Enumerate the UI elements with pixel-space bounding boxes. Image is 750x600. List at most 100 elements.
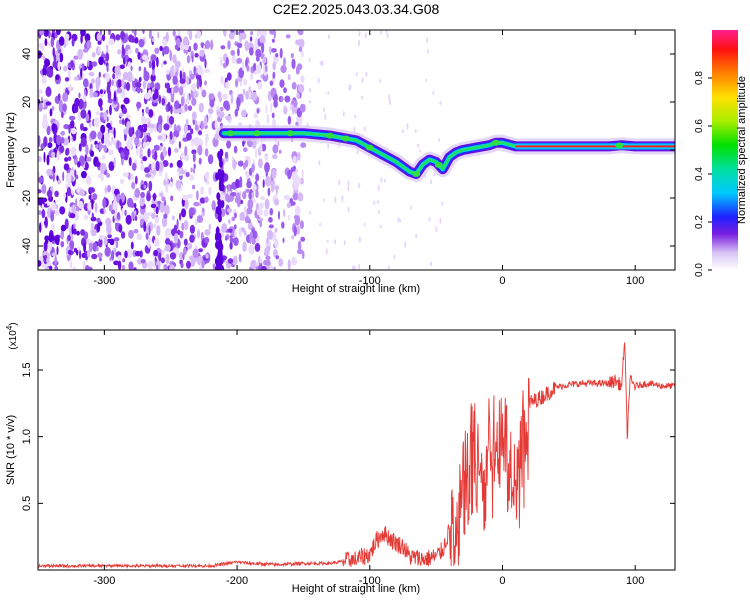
noise-speckle [242,88,246,96]
noise-speckle [236,42,243,48]
noise-speckle [205,135,209,143]
noise-speckle [228,228,233,233]
noise-speckle [119,198,122,206]
noise-speckle [159,192,164,197]
snr-x-tick-label: -100 [359,575,381,587]
noise-speckle [63,137,69,145]
noise-speckle [274,227,278,233]
noise-speckle [291,258,298,266]
noise-speckle [358,39,360,47]
noise-speckle [177,229,181,235]
noise-speckle [269,208,274,216]
noise-speckle [243,230,247,237]
noise-speckle [191,55,194,63]
noise-speckle [138,76,142,83]
noise-speckle [154,218,159,224]
noise-speckle [91,212,94,220]
noise-speckle [136,147,139,157]
noise-speckle [274,238,279,249]
noise-speckle [236,57,243,64]
noise-speckle [106,173,111,178]
noise-speckle [300,177,304,185]
noise-speckle [79,250,82,260]
noise-speckle [161,132,167,142]
noise-speckle [298,83,305,94]
noise-speckle [61,111,64,119]
noise-speckle [109,104,112,116]
noise-speckle [98,234,105,240]
noise-speckle [299,220,304,230]
noise-speckle [100,30,102,36]
noise-speckle [122,172,129,178]
noise-speckle [142,156,148,162]
noise-speckle [308,100,311,104]
noise-speckle [103,207,106,214]
noise-speckle [358,236,361,243]
noise-speckle [47,68,54,78]
noise-speckle [190,167,193,173]
noise-speckle [100,124,106,134]
noise-speckle [290,52,294,59]
noise-speckle [297,192,304,202]
noise-speckle [274,185,280,191]
noise-speckle [245,188,250,193]
noise-speckle [41,263,47,269]
noise-speckle [253,112,258,119]
noise-speckle [143,135,147,143]
noise-speckle [38,102,43,112]
noise-speckle [100,165,105,174]
noise-speckle [264,64,268,74]
noise-speckle [401,129,404,134]
snr-y-tick-label: 1.5 [21,362,33,377]
noise-speckle [430,179,433,185]
snr-y-tick-label: 1.0 [21,429,33,444]
noise-speckle [117,73,122,79]
noise-speckle [51,151,56,158]
noise-speckle [117,139,120,149]
noise-speckle [327,143,330,149]
noise-speckle [240,32,247,40]
noise-speckle [292,192,299,201]
noise-speckle [68,83,72,92]
noise-speckle [257,81,263,90]
noise-speckle [199,197,206,204]
noise-speckle [56,246,59,255]
noise-speckle [131,162,137,171]
noise-speckle [379,224,382,229]
noise-speckle [255,189,259,199]
noise-speckle [269,179,276,187]
noise-speckle [404,241,407,248]
noise-speckle [46,257,50,264]
noise-speckle [145,173,152,178]
colorbar-tick-label: 0.4 [694,167,705,181]
noise-speckle [114,78,117,88]
noise-speckle [179,78,186,84]
noise-speckle [158,94,162,104]
spectrogram-x-tick-label: -100 [359,275,381,287]
noise-speckle [97,40,102,45]
noise-speckle [380,176,383,183]
noise-speckle [275,255,280,260]
noise-speckle [64,77,70,82]
noise-speckle [169,69,174,78]
noise-speckle [186,75,190,86]
noise-speckle [259,35,266,44]
noise-speckle [172,30,176,37]
noise-speckle [272,71,276,79]
noise-speckle [120,30,125,41]
colorbar-tick-label: 0.6 [694,119,705,133]
noise-speckle [90,130,97,140]
noise-speckle [103,135,110,146]
noise-speckle [122,107,128,115]
noise-speckle [150,123,155,129]
noise-speckle [82,78,89,88]
noise-speckle [283,208,286,217]
noise-speckle [161,216,168,228]
noise-speckle [99,257,102,262]
spectrogram-x-axis-label: Height of straight line (km) [292,283,420,295]
noise-speckle [103,58,106,65]
noise-speckle [172,75,178,85]
noise-speckle [230,49,236,56]
noise-speckle [406,123,409,130]
noise-speckle [225,235,228,241]
